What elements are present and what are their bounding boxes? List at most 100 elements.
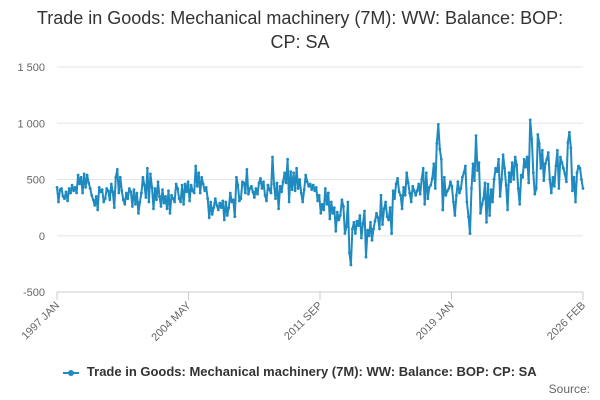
data-point: [103, 197, 107, 201]
data-point: [357, 224, 360, 228]
data-point: [461, 175, 464, 179]
data-point: [317, 193, 321, 197]
data-point: [354, 232, 357, 235]
data-point: [497, 157, 500, 161]
data-point: [266, 183, 270, 187]
data-point: [168, 211, 172, 215]
data-point: [200, 175, 204, 179]
data-point: [88, 187, 92, 190]
data-point: [242, 181, 246, 185]
data-point: [188, 199, 192, 203]
data-point: [171, 197, 175, 201]
data-point: [521, 175, 525, 179]
data-point: [132, 188, 136, 192]
data-point: [530, 137, 534, 141]
data-point: [556, 148, 559, 152]
data-point: [72, 189, 75, 193]
data-point: [262, 180, 265, 184]
data-point: [114, 175, 118, 179]
data-point: [537, 142, 541, 145]
data-point: [430, 177, 434, 180]
data-point: [257, 181, 261, 185]
data-point: [328, 217, 332, 221]
data-point: [296, 187, 300, 190]
data-point: [283, 171, 286, 175]
data-point: [409, 200, 413, 204]
data-point: [222, 218, 226, 222]
data-point: [286, 157, 289, 161]
data-point: [510, 161, 514, 165]
y-tick-label: 1 000: [17, 118, 45, 130]
data-point: [403, 193, 407, 197]
data-point: [115, 168, 119, 171]
data-point: [123, 202, 127, 206]
data-point: [468, 232, 472, 235]
data-point: [483, 181, 487, 185]
data-point: [94, 195, 98, 198]
data-point: [471, 162, 475, 166]
legend[interactable]: Trade in Goods: Mechanical machinery (7M…: [0, 364, 600, 379]
data-point: [213, 197, 217, 201]
data-point: [397, 190, 401, 194]
data-point: [360, 236, 363, 240]
data-point: [310, 188, 314, 192]
data-point: [501, 153, 505, 157]
data-point: [295, 166, 298, 170]
data-point: [219, 206, 223, 210]
data-point: [504, 183, 508, 187]
data-point: [415, 189, 419, 193]
data-point: [124, 191, 128, 195]
data-point: [180, 183, 184, 187]
data-point: [245, 168, 249, 171]
data-point: [349, 263, 353, 267]
data-point: [153, 187, 157, 190]
data-point: [387, 218, 390, 222]
data-point: [313, 189, 317, 193]
data-point: [421, 166, 425, 170]
data-point: [66, 199, 69, 203]
data-point: [343, 232, 347, 235]
data-point: [474, 134, 478, 138]
data-point: [274, 197, 277, 201]
data-point: [284, 181, 288, 185]
legend-swatch: [63, 369, 80, 376]
data-point: [432, 162, 436, 166]
data-point: [518, 202, 522, 206]
data-point: [452, 200, 455, 204]
data-point: [231, 198, 235, 202]
data-point: [536, 133, 540, 136]
data-point: [108, 198, 112, 202]
data-point: [209, 200, 213, 204]
data-point: [263, 193, 267, 197]
source-label: Source:: [548, 382, 590, 396]
data-point: [470, 187, 473, 190]
data-point: [207, 216, 211, 220]
data-point: [319, 211, 323, 215]
data-point: [76, 173, 80, 177]
x-tick-label: 2004 MAY: [149, 299, 194, 344]
data-point: [152, 207, 155, 211]
series-line: [493, 153, 511, 211]
data-point: [212, 206, 216, 210]
data-point: [388, 206, 392, 210]
data-point: [441, 208, 445, 212]
data-point: [67, 187, 71, 190]
data-point: [150, 186, 154, 189]
data-point: [287, 200, 291, 204]
data-point: [316, 199, 320, 203]
data-point: [414, 193, 418, 197]
data-point: [489, 188, 493, 192]
data-point: [543, 162, 547, 166]
data-point: [135, 191, 139, 195]
data-point: [580, 178, 583, 181]
data-point: [447, 187, 451, 190]
data-point: [109, 182, 113, 186]
data-point: [272, 182, 276, 186]
data-point: [298, 178, 302, 181]
data-point: [216, 208, 220, 212]
data-point: [308, 182, 312, 186]
data-point: [363, 209, 366, 213]
data-point: [97, 186, 101, 189]
data-point: [280, 190, 283, 194]
data-point: [195, 184, 199, 188]
